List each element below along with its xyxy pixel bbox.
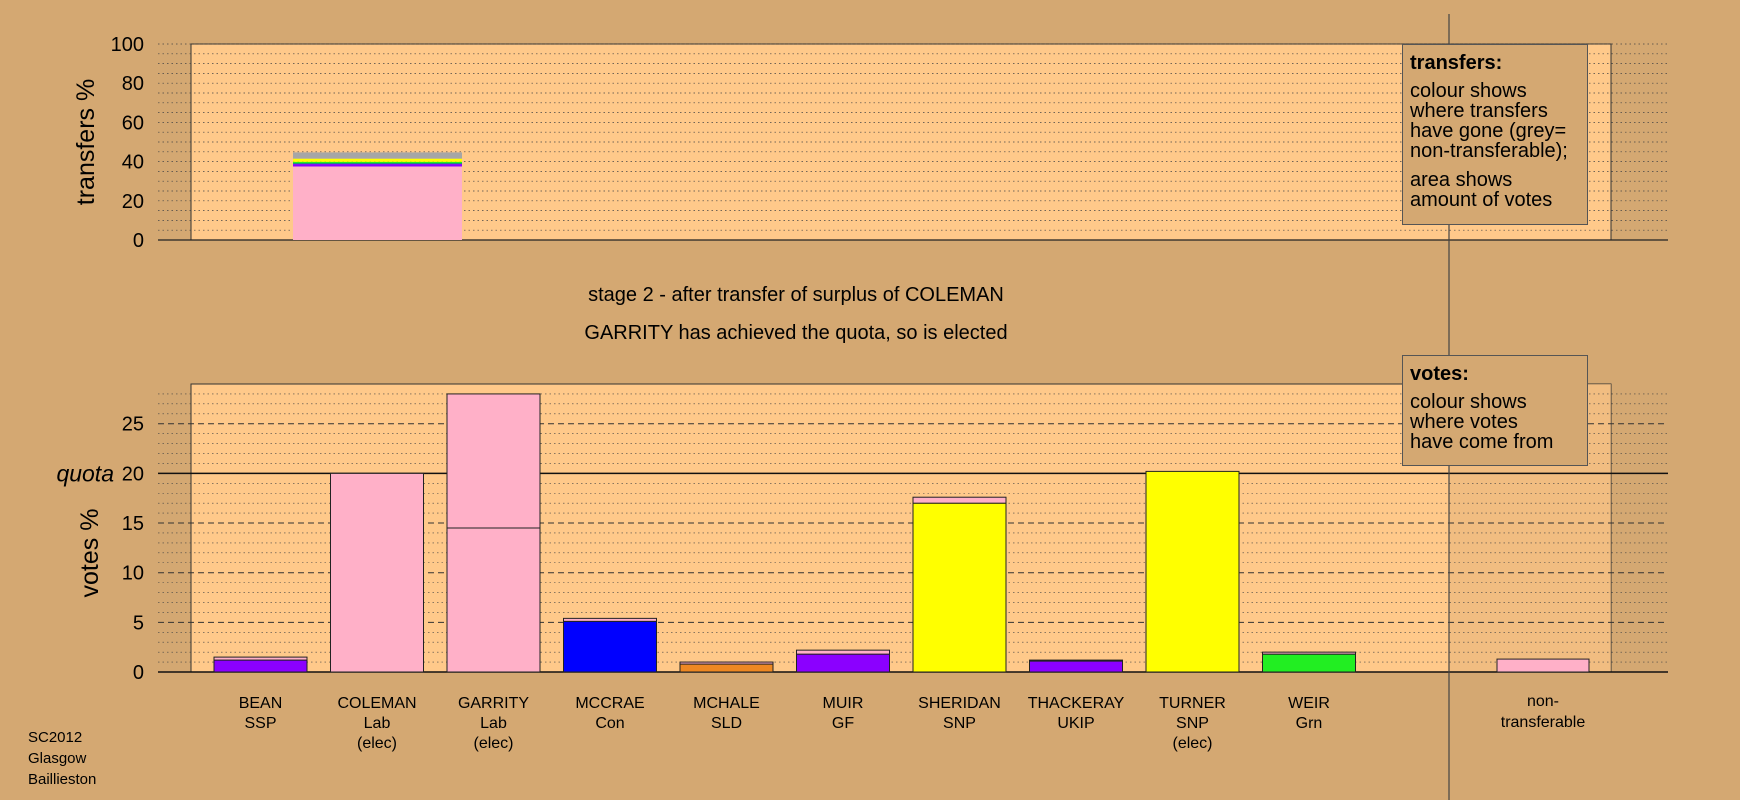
transfers-legend-line: area shows (1410, 169, 1513, 191)
candidate-name-label: THACKERAY (1028, 695, 1125, 712)
candidate-elected-label: (elec) (357, 735, 397, 752)
nontransferable-label: non- (1527, 693, 1559, 710)
bar-segment-bean (213, 659, 308, 673)
transfers-tick-label: 80 (122, 73, 144, 95)
candidate-party-label: SLD (711, 715, 742, 732)
transfers-tick-label: 60 (122, 112, 144, 134)
candidate-name-label: MUIR (823, 695, 864, 712)
transfers-tick-label: 100 (111, 34, 144, 56)
candidate-name-label: WEIR (1288, 695, 1330, 712)
candidate-party-label: Con (595, 715, 624, 732)
candidate-party-label: Lab (480, 715, 507, 732)
candidate-name-label: SHERIDAN (918, 695, 1001, 712)
transfers-legend-line: have gone (grey= (1410, 120, 1567, 142)
stage-status: stage 2 - after transfer of surplus of C… (588, 284, 1004, 306)
bar-segment-turner (1145, 470, 1240, 673)
candidate-party-label: SSP (244, 715, 276, 732)
transfers-axis-title: transfers % (72, 79, 100, 205)
votes-axis-title: votes % (76, 509, 104, 598)
transfer-segment-ssp (293, 164, 462, 167)
transfers-legend-line: non-transferable); (1410, 140, 1568, 162)
bar-segment-thackeray (1029, 660, 1123, 673)
candidate-party-label: SNP (1176, 715, 1209, 732)
bar-segment-bean (213, 656, 308, 661)
bar-segment-sheridan (912, 496, 1007, 504)
bar-segment-weir (1262, 651, 1356, 655)
candidate-name-label: MCCRAE (575, 695, 644, 712)
candidate-party-label: GF (832, 715, 854, 732)
bar-segment-muir (796, 653, 890, 673)
bar-segment-garrity (446, 393, 541, 529)
votes-tick-label: 10 (122, 563, 144, 585)
transfer-segment-snp (293, 158, 462, 162)
candidate-name-label: MCHALE (693, 695, 760, 712)
transfer-segment-grn (293, 161, 462, 164)
bar-segment-mccrae (563, 617, 657, 622)
bar-segment-sheridan (912, 502, 1007, 673)
candidate-party-label: Lab (364, 715, 391, 732)
votes-legend-line: where votes (1410, 411, 1518, 433)
bar-segment-mccrae (563, 620, 657, 673)
bar-segment-muir (796, 649, 890, 655)
bar-segment-weir (1262, 653, 1356, 673)
ward-name: Baillieston (28, 771, 97, 788)
candidate-party-label: UKIP (1057, 715, 1094, 732)
election-status: GARRITY has achieved the quota, so is el… (584, 322, 1008, 344)
transfers-legend-line: amount of votes (1410, 189, 1553, 211)
candidate-name-label: GARRITY (458, 695, 529, 712)
votes-tick-label: 15 (122, 513, 144, 535)
election-code: SC2012 (28, 729, 83, 746)
transfer-segment-con (293, 163, 462, 165)
transfers-legend: transfers: colour shows where transfers … (1402, 44, 1588, 225)
votes-legend-line: colour shows (1410, 391, 1527, 413)
votes-tick-label: 0 (133, 662, 144, 684)
candidate-party-label: Grn (1296, 715, 1323, 732)
votes-plot-area (190, 383, 1612, 673)
candidate-name-label: COLEMAN (337, 695, 416, 712)
nontransferable-bar (1496, 658, 1590, 673)
candidate-elected-label: (elec) (473, 735, 513, 752)
transfers-tick-label: 40 (122, 152, 144, 174)
candidate-party-label: SNP (943, 715, 976, 732)
bar-segment-mchale (679, 661, 774, 665)
candidate-name-label: TURNER (1159, 695, 1226, 712)
candidate-elected-label: (elec) (1172, 735, 1212, 752)
constituency-footer: SC2012 Glasgow Baillieston (28, 727, 96, 790)
bar-segment-coleman (330, 472, 424, 673)
transfers-legend-line: colour shows (1410, 80, 1527, 102)
transfers-tick-label: 20 (122, 191, 144, 213)
votes-tick-label: 5 (133, 612, 144, 634)
bar-segment-thackeray (1029, 659, 1123, 662)
votes-tick-label: 20 (122, 463, 144, 485)
votes-legend-line: have come from (1410, 431, 1554, 453)
votes-legend: votes: colour shows where votes have com… (1402, 355, 1588, 466)
transfer-segment-lab (293, 166, 462, 240)
candidate-name-label: BEAN (239, 695, 283, 712)
transfer-segment-nontransferable (293, 152, 462, 159)
bar-segment-mchale (679, 663, 774, 673)
nontransferable-label: transferable (1501, 714, 1586, 731)
transfers-tick-label: 0 (133, 230, 144, 252)
transfers-legend-title: transfers: (1410, 52, 1503, 74)
council-name: Glasgow (28, 750, 87, 767)
transfers-legend-line: where transfers (1410, 100, 1548, 122)
bar-segment-garrity (446, 527, 541, 673)
votes-legend-title: votes: (1410, 363, 1469, 385)
quota-label: quota (56, 460, 114, 486)
votes-tick-label: 25 (122, 414, 144, 436)
